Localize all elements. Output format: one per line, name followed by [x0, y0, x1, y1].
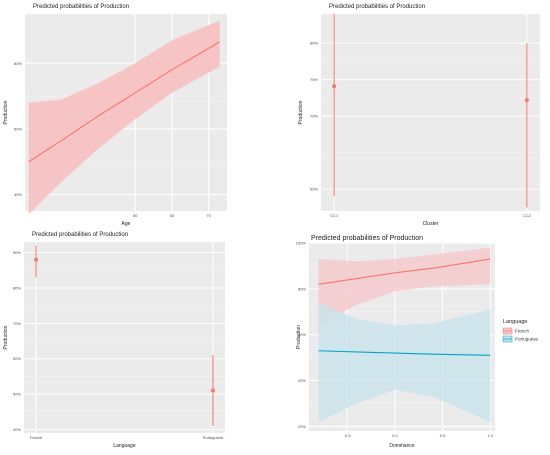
y-tick-label: 100%: [296, 241, 307, 246]
y-tick-label: 80%: [298, 286, 306, 291]
x-tick-label: 0.5: [440, 433, 446, 438]
x-tick-label: Portuguese: [203, 435, 224, 440]
series-line: [318, 258, 491, 285]
x-tick-label: CC2: [523, 213, 532, 218]
chart-svg: 40% 50% 60% 70% 80% 90% French Portuguese Predic…: [3, 232, 225, 449]
x-tick-label: 50: [133, 213, 138, 218]
y-tick-label: 60%: [310, 187, 318, 192]
chart-panel-cluster: 60% 70% 75% 80% CC1 CC2 Predicted probabilitie…: [295, 0, 550, 228]
y-tick-label: 50%: [13, 392, 21, 397]
y-tick-label: 20%: [298, 424, 306, 429]
series-line: [28, 41, 220, 163]
y-tick-label: 80%: [13, 285, 21, 290]
y-axis-label: Production: [298, 100, 304, 124]
x-axis-label: Cluster: [423, 221, 439, 227]
x-tick-label: -0.5: [344, 433, 352, 438]
chart-title: Predicted probabilities of Production: [33, 4, 129, 10]
chart-panel-language: 40% 50% 60% 70% 80% 90% French Portuguese Predic…: [0, 228, 235, 450]
chart-panel-dominance: 20% 40% 60% 80% 100% -0.5 0.0 0.5 1.0 Predicted p…: [295, 232, 550, 450]
chart-svg: 60% 70% 75% 80% CC1 CC2 Predicted probabilitie…: [298, 4, 540, 227]
chart-title: Predicted probabilities of Production: [32, 232, 128, 238]
x-tick-label: 0.0: [392, 433, 398, 438]
y-axis-label: Production: [3, 100, 9, 124]
y-axis-label: Production: [3, 325, 9, 349]
y-tick-label: 80%: [14, 61, 22, 66]
x-axis-label: Age: [122, 221, 131, 227]
y-axis-label: Production: [296, 325, 302, 349]
x-tick-label: 1.0: [487, 433, 493, 438]
legend-title: Language: [503, 319, 527, 325]
data-point: [210, 388, 215, 393]
chart-svg: 20% 40% 60% 80% 100% -0.5 0.0 0.5 1.0 Predicted p…: [296, 235, 539, 449]
y-tick-label: 90%: [13, 250, 21, 255]
chart-title: Predicted probabilities of Production: [329, 4, 425, 10]
x-tick-label: French: [30, 435, 42, 440]
chart-panel-age: 40% 60% 80% 50 60 70 Predicted probabilities o…: [0, 0, 235, 228]
x-tick-label: 60: [170, 213, 175, 218]
confidence-band: [318, 247, 491, 326]
y-tick-label: 40%: [13, 427, 21, 432]
chart-svg: 40% 60% 80% 50 60 70 Predicted probabilities o…: [3, 4, 227, 227]
y-tick-label: 60%: [298, 332, 306, 337]
data-point: [524, 98, 529, 103]
x-axis-label: Language: [113, 443, 135, 449]
y-tick-label: 40%: [298, 378, 306, 383]
series-line: [318, 350, 491, 356]
y-tick-label: 60%: [14, 126, 22, 131]
legend-label: Portuguese: [515, 337, 539, 342]
plot-background: [321, 14, 540, 211]
plot-background: [24, 242, 225, 433]
confidence-band: [28, 20, 220, 215]
confidence-band: [318, 302, 491, 422]
y-tick-label: 40%: [14, 192, 22, 197]
x-tick-label: 70: [206, 213, 211, 218]
y-tick-label: 70%: [310, 114, 318, 119]
y-tick-label: 70%: [13, 321, 21, 326]
y-tick-label: 80%: [310, 41, 318, 46]
legend-label: French: [515, 329, 530, 334]
data-point: [34, 257, 39, 262]
x-axis-label: Dominance: [389, 443, 415, 449]
y-tick-label: 60%: [13, 356, 21, 361]
y-tick-label: 75%: [310, 77, 318, 82]
chart-title: Predicted probabilities of Production: [311, 235, 423, 242]
data-point: [332, 84, 337, 89]
x-tick-label: CC1: [330, 213, 339, 218]
